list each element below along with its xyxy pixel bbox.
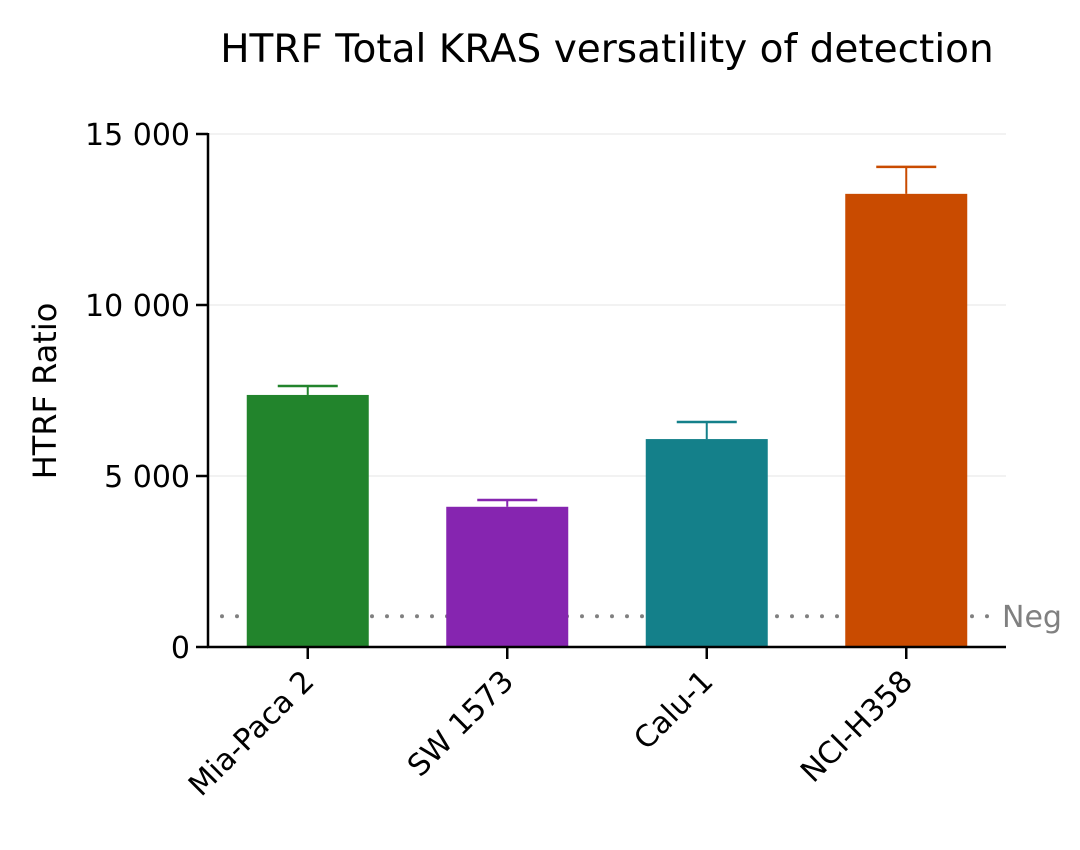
x-tick-label: SW 1573 — [401, 664, 521, 784]
y-axis-label: HTRF Ratio — [26, 303, 64, 480]
y-tick-label: 0 — [171, 631, 190, 666]
x-tick-label: NCI-H358 — [794, 664, 920, 790]
bar — [446, 506, 569, 647]
x-tick-label: Mia-Paca 2 — [182, 664, 321, 803]
neg-reference-label: Neg — [1002, 600, 1062, 635]
x-tick-label: Calu-1 — [627, 664, 720, 757]
y-tick-label: 15 000 — [85, 118, 190, 153]
bar — [645, 439, 768, 647]
y-tick-label: 10 000 — [85, 289, 190, 324]
bar — [246, 394, 369, 647]
chart-title: HTRF Total KRAS versatility of detection — [220, 27, 994, 72]
y-tick-label: 5 000 — [104, 460, 190, 495]
bar — [845, 193, 968, 647]
